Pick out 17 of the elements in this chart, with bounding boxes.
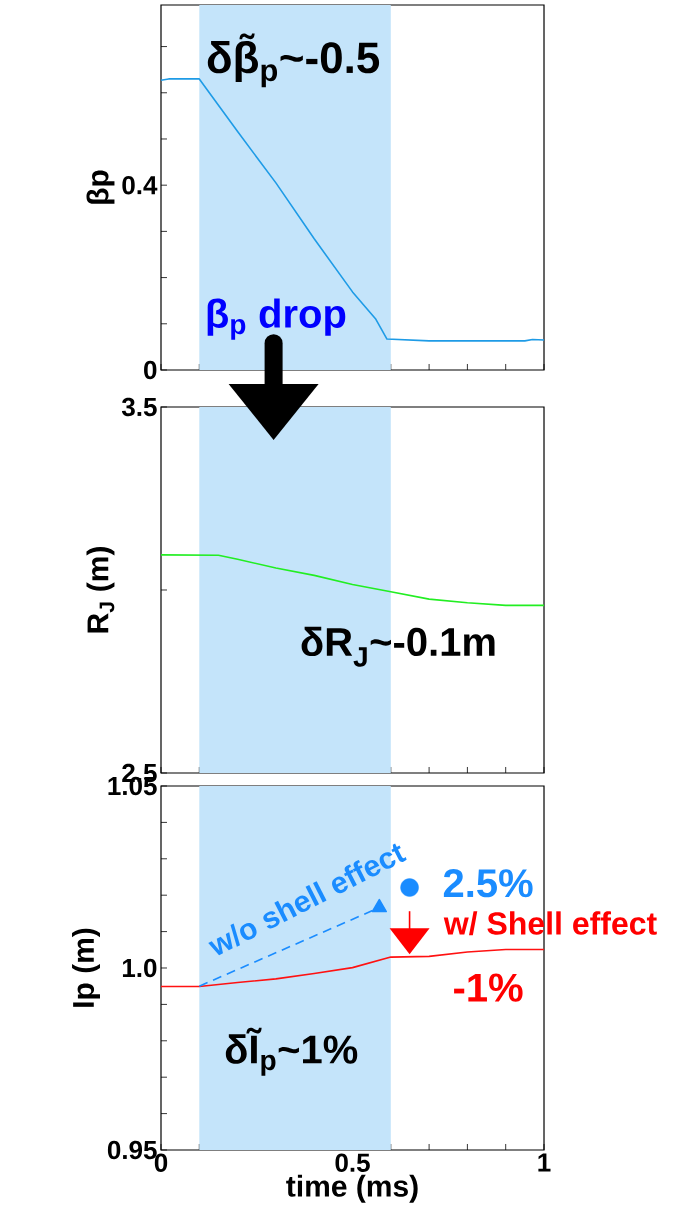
y-tick-label: 0 — [144, 360, 157, 380]
annotation: δR$_{J}$~-0.1m — [301, 626, 495, 667]
y-axis-title: Ip (m) — [72, 928, 100, 1007]
annotation: δβ̃$_{p}$~-0.5 — [207, 33, 380, 88]
x-axis-title: time (ms) — [286, 1174, 418, 1203]
annotation: β$_{p}$ drop — [207, 298, 346, 340]
annotation: δĨ$_{p}$~1% — [225, 1027, 358, 1076]
x-tick-label: 0.5 — [335, 1153, 370, 1172]
y-tick-label: 1.0 — [122, 958, 157, 978]
y-tick-label: 0.4 — [122, 175, 158, 195]
y-tick-label: 3.5 — [121, 397, 157, 417]
x-tick-label: 1 — [538, 1153, 551, 1172]
annotation: -1% — [454, 973, 523, 1002]
annotation: 2.5% — [443, 869, 533, 898]
y-axis-title: R$_{J}$ (m) — [86, 547, 115, 633]
line-series — [160, 554, 545, 607]
y-axis-title: βp — [86, 170, 115, 204]
